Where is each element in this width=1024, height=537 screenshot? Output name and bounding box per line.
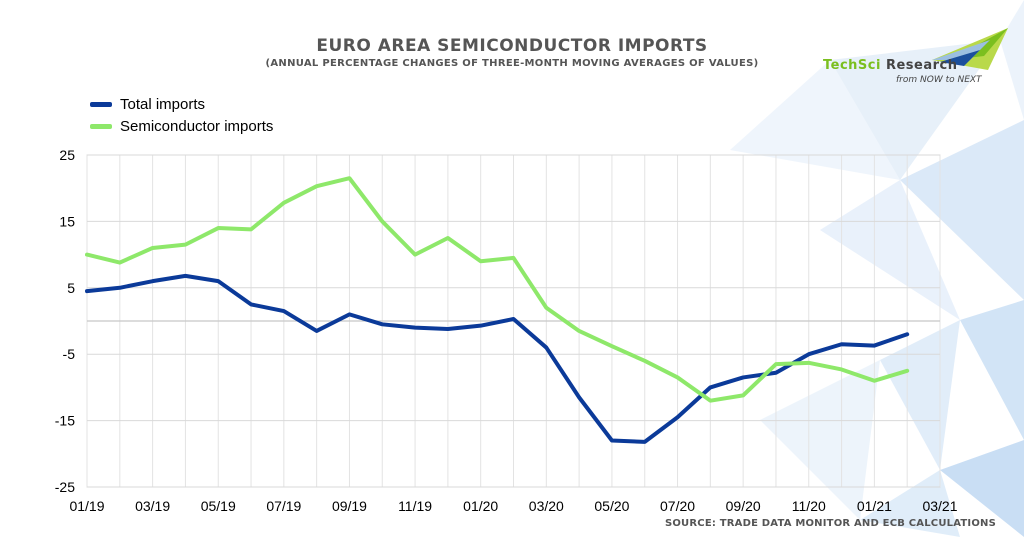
x-tick-label: 09/20 — [726, 498, 761, 514]
techsci-logo: TechSci Research from NOW to NEXT — [820, 26, 1010, 88]
source-note: SOURCE: TRADE DATA MONITOR AND ECB CALCU… — [664, 518, 996, 529]
x-tick-label: 03/20 — [529, 498, 564, 514]
chart-legend: Total imports Semiconductor imports — [90, 93, 273, 137]
logo-swoosh-icon — [932, 28, 1008, 70]
logo-brand-part1: TechSci — [823, 58, 881, 73]
x-tick-label: 09/19 — [332, 498, 367, 514]
x-tick-label: 03/21 — [922, 498, 957, 514]
x-tick-label: 03/19 — [135, 498, 170, 514]
chart-title: EURO AREA SEMICONDUCTOR IMPORTS — [316, 36, 708, 56]
legend-item-semiconductor: Semiconductor imports — [90, 115, 273, 137]
legend-label-total: Total imports — [120, 95, 206, 113]
legend-swatch-semiconductor — [90, 123, 112, 129]
x-tick-label: 05/19 — [201, 498, 236, 514]
y-tick-label: -5 — [63, 346, 76, 362]
y-tick-label: 25 — [59, 147, 75, 163]
logo-tagline: from NOW to NEXT — [896, 75, 982, 85]
y-tick-label: -15 — [55, 413, 75, 429]
logo-wordmark: TechSci Research — [823, 58, 958, 73]
x-tick-label: 11/19 — [398, 498, 432, 514]
series-line-semiconductor-imports — [85, 176, 910, 403]
x-tick-label: 01/19 — [69, 498, 104, 514]
x-tick-label: 05/20 — [594, 498, 629, 514]
x-tick-label: 07/19 — [266, 498, 301, 514]
y-tick-label: 5 — [67, 280, 75, 296]
series-line-total-imports — [85, 273, 910, 444]
legend-item-total: Total imports — [90, 93, 273, 115]
logo-brand-part2: Research — [880, 58, 958, 73]
x-tick-label: 01/21 — [857, 498, 892, 514]
x-tick-label: 01/20 — [463, 498, 498, 514]
legend-label-semiconductor: Semiconductor imports — [120, 117, 274, 135]
legend-swatch-total — [90, 101, 112, 107]
x-tick-label: 11/20 — [792, 498, 826, 514]
y-tick-label: -25 — [55, 479, 75, 495]
x-tick-label: 07/20 — [660, 498, 695, 514]
y-tick-label: 15 — [59, 213, 75, 229]
chart-subtitle: (ANNUAL PERCENTAGE CHANGES OF THREE-MONT… — [265, 58, 759, 69]
